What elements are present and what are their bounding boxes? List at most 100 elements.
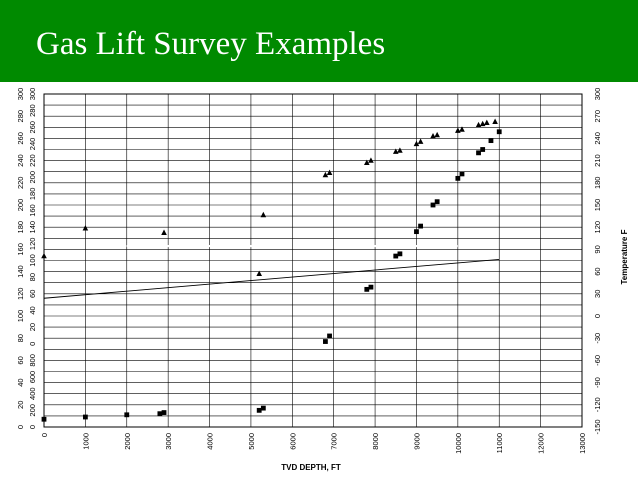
- triangle-point: [326, 169, 333, 176]
- square-point: [488, 138, 494, 144]
- y-tick-label-inner: 200: [28, 404, 37, 417]
- y2-tick-label: -150: [593, 419, 602, 434]
- y2-tick-label: 120: [593, 221, 602, 234]
- square-point: [455, 175, 461, 181]
- y2-tick-label: 270: [593, 110, 602, 123]
- square-point: [41, 416, 47, 422]
- y-tick-label-outer: 160: [16, 243, 25, 256]
- square-point: [260, 405, 266, 411]
- y-tick-label-inner: 280: [28, 104, 37, 117]
- y2-tick-label: 210: [593, 154, 602, 167]
- y-tick-label-inner: 20: [28, 323, 37, 331]
- triangle-point: [492, 118, 498, 124]
- triangle-point: [392, 148, 399, 154]
- grid: [43, 93, 583, 428]
- data-series: [41, 118, 502, 422]
- y-tick-label-inner: 400: [28, 387, 37, 400]
- square-point: [480, 147, 486, 152]
- y2-tick-label: 90: [593, 245, 602, 253]
- y-tick-label-outer: 200: [16, 199, 25, 212]
- triangle-point: [41, 252, 47, 259]
- x-tick-label: 12000: [537, 433, 546, 454]
- x-tick-label: 8000: [371, 433, 380, 450]
- y-tick-label-inner: 180: [28, 188, 37, 201]
- y-tick-label-outer: 120: [16, 288, 25, 301]
- square-point: [459, 171, 465, 177]
- y-tick-label-outer: 280: [16, 110, 25, 123]
- square-point: [364, 286, 370, 292]
- triangle-point: [459, 126, 465, 132]
- square-point: [414, 229, 419, 235]
- x-tick-label: 3000: [164, 433, 173, 450]
- square-point: [157, 411, 163, 417]
- y2-tick-label: 60: [593, 267, 602, 275]
- x-tick-label: 13000: [578, 433, 587, 454]
- y-tick-label-outer: 0: [16, 425, 25, 429]
- square-point: [161, 410, 167, 415]
- triangle-point: [161, 229, 167, 235]
- y-tick-label-inner: 600: [28, 371, 37, 384]
- triangle-point: [475, 121, 482, 128]
- x-tick-label: 11000: [495, 433, 504, 453]
- y-tick-label-inner: 800: [28, 354, 37, 367]
- triangle-point: [82, 225, 89, 231]
- triangle-point: [397, 147, 403, 153]
- square-point: [124, 412, 130, 418]
- x-tick-label: 9000: [412, 433, 421, 450]
- triangle-point: [364, 159, 370, 166]
- square-point: [323, 339, 328, 344]
- triangle-point: [260, 211, 267, 218]
- x-axis-label: TVD DEPTH, FT: [281, 463, 341, 472]
- y2-tick-label: 0: [593, 314, 602, 318]
- y-tick-label-outer: 240: [16, 154, 25, 167]
- square-point: [434, 199, 440, 205]
- y-tick-label-inner: 200: [28, 171, 37, 184]
- triangle-point: [368, 157, 374, 163]
- square-point: [256, 407, 262, 413]
- y-tick-label-inner: 120: [28, 238, 37, 251]
- y-tick-label-outer: 140: [16, 265, 25, 278]
- y-tick-label-inner: 60: [28, 290, 37, 298]
- y-tick-label-outer: 100: [16, 310, 25, 323]
- square-point: [476, 150, 481, 156]
- y-tick-label-inner: 260: [28, 121, 37, 134]
- x-tick-label: 7000: [330, 433, 339, 450]
- y2-axis-label: Temperature F: [620, 229, 629, 284]
- tick-labels: 0 1000 2000 3000 4000 5000 6000 7000 8000 9000 100…: [16, 88, 602, 454]
- y-tick-label-inner: 40: [28, 306, 37, 314]
- y-tick-label-inner: 0: [28, 342, 37, 346]
- square-point: [393, 253, 399, 259]
- y-tick-label-inner: 300: [28, 88, 37, 101]
- x-tick-label: 6000: [288, 433, 297, 450]
- x-tick-label: 5000: [247, 433, 256, 450]
- triangle-point: [430, 132, 436, 139]
- y-tick-label-outer: 180: [16, 221, 25, 234]
- y-tick-label-inner: 100: [28, 254, 37, 267]
- y2-tick-label: -60: [593, 355, 602, 366]
- triangle-point: [434, 131, 440, 138]
- y2-tick-label: 240: [593, 132, 602, 145]
- triangle-point: [479, 120, 486, 127]
- y-tick-label-outer: 20: [16, 401, 25, 409]
- triangle-point: [484, 119, 490, 126]
- y2-tick-label: -90: [593, 377, 602, 388]
- triangle-point: [256, 270, 262, 277]
- square-point: [82, 414, 88, 420]
- square-point: [327, 333, 332, 339]
- y-tick-label-inner: 0: [28, 425, 37, 429]
- y-tick-label-inner: 80: [28, 273, 37, 281]
- triangle-point: [455, 127, 461, 133]
- x-tick-label: 4000: [206, 433, 215, 450]
- y2-tick-label: 150: [593, 199, 602, 212]
- x-tick-label: 2000: [123, 433, 132, 450]
- square-point: [397, 251, 403, 257]
- y-tick-label-outer: 60: [16, 356, 25, 364]
- temperature-line: [43, 258, 500, 299]
- y-tick-label-inner: 140: [28, 221, 37, 234]
- y-tick-label-outer: 220: [16, 177, 25, 190]
- y-tick-label-outer: 260: [16, 132, 25, 145]
- triangle-point: [417, 138, 424, 144]
- square-point: [418, 223, 423, 229]
- y2-tick-label: 300: [593, 88, 602, 101]
